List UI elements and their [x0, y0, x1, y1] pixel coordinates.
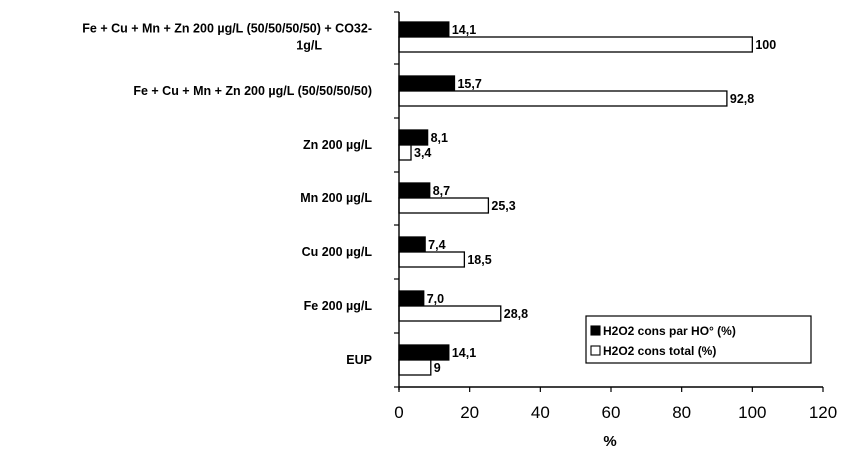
category-label: 1g/L — [296, 39, 322, 53]
legend: H2O2 cons par HO° (%) H2O2 cons total (%) — [585, 315, 812, 364]
category-label: Mn 200 µg/L — [300, 191, 372, 205]
data-label: 9 — [434, 361, 441, 375]
bar-hydroxyl — [398, 21, 450, 38]
bar-hydroxyl — [398, 236, 426, 253]
data-label: 15,7 — [457, 77, 481, 91]
data-label: 28,8 — [504, 307, 528, 321]
bar-hydroxyl — [398, 75, 456, 92]
x-tick-label: 0 — [394, 403, 403, 422]
category-label: Zn 200 µg/L — [303, 138, 372, 152]
category-labels: Fe + Cu + Mn + Zn 200 µg/L (50/50/50/50)… — [82, 22, 372, 368]
category-label: EUP — [346, 353, 372, 367]
legend-label: H2O2 cons total (%) — [603, 344, 716, 358]
data-label: 8,1 — [431, 131, 448, 145]
data-label: 18,5 — [467, 253, 491, 267]
bar-total — [398, 359, 432, 376]
data-label: 14,1 — [452, 346, 476, 360]
x-tick-label: 40 — [531, 403, 550, 422]
bar-total — [398, 36, 753, 53]
data-label: 14,1 — [452, 23, 476, 37]
bar-hydroxyl — [398, 182, 431, 199]
data-label: 7,4 — [428, 238, 445, 252]
legend-swatch-total — [590, 345, 601, 356]
x-tick-label: 80 — [672, 403, 691, 422]
x-tick-label: 100 — [738, 403, 766, 422]
bar-total — [398, 90, 728, 107]
category-label: Cu 200 µg/L — [302, 245, 373, 259]
legend-box — [585, 315, 812, 364]
data-label: 3,4 — [414, 146, 431, 160]
axes: 0 20 40 60 80 100 120 — [394, 11, 837, 422]
bar-total — [398, 305, 502, 322]
bar-hydroxyl — [398, 129, 429, 146]
category-label: Fe + Cu + Mn + Zn 200 µg/L (50/50/50/50)… — [82, 22, 372, 36]
data-labels: 14,1 100 15,7 92,8 8,13,4 8,7 25,3 7,4 18,5 7,0 28… — [414, 23, 776, 375]
x-tick-label: 20 — [460, 403, 479, 422]
legend-swatch-hydroxyl — [590, 325, 601, 336]
data-label: 100 — [755, 38, 776, 52]
x-axis-title: % — [603, 433, 616, 449]
data-label: 25,3 — [491, 199, 515, 213]
category-label: Fe + Cu + Mn + Zn 200 µg/L (50/50/50/50) — [133, 84, 372, 98]
data-label: 92,8 — [730, 92, 754, 106]
bar-total — [398, 251, 466, 268]
data-label: 7,0 — [427, 292, 444, 306]
bar-hydroxyl — [398, 344, 450, 361]
category-label: Fe 200 µg/L — [304, 299, 373, 313]
data-label: 8,7 — [433, 184, 450, 198]
x-tick-label: 120 — [809, 403, 837, 422]
bar-total — [398, 144, 412, 161]
bar-total — [398, 197, 490, 214]
legend-label: H2O2 cons par HO° (%) — [603, 324, 736, 338]
x-tick-label: 60 — [602, 403, 621, 422]
bar-hydroxyl — [398, 290, 425, 307]
